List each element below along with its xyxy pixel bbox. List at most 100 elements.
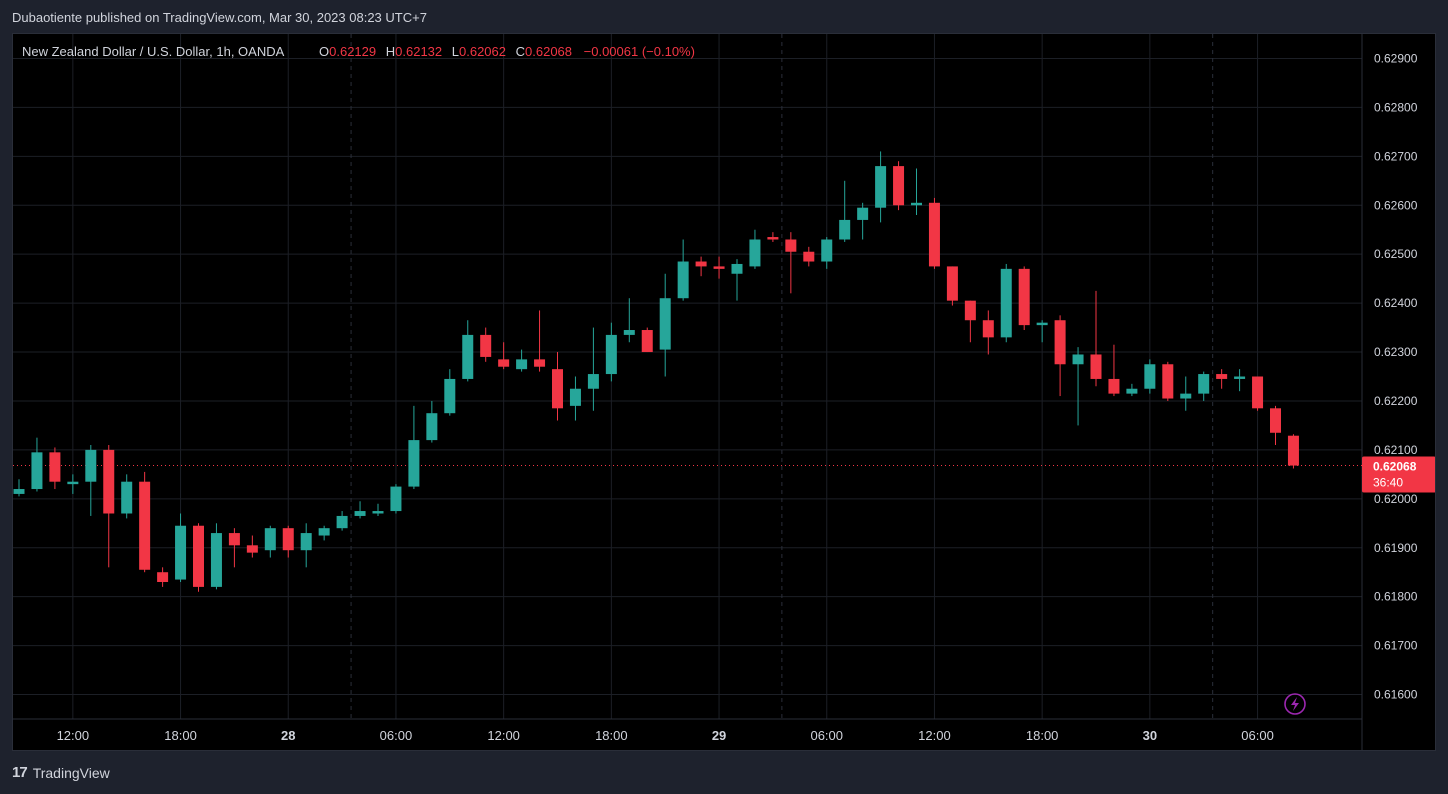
legend-symbol: New Zealand Dollar / U.S. Dollar, 1h, OA… xyxy=(22,44,285,59)
candle-body xyxy=(946,266,958,301)
candle-body xyxy=(480,334,492,357)
candle xyxy=(1108,344,1120,397)
candle-body xyxy=(534,359,546,367)
candle xyxy=(982,310,994,355)
candle xyxy=(1144,359,1156,394)
candlestick-chart[interactable]: 0.62900 0.62800 0.62700 0.62600 0.62500 0.624… xyxy=(13,34,1436,750)
candle-body xyxy=(552,369,563,409)
legend-c-value: 0.62068 xyxy=(525,44,572,59)
candle-body xyxy=(1018,268,1030,326)
candle-body xyxy=(785,239,797,252)
published-caption: Dubaotiente published on TradingView.com… xyxy=(12,10,427,25)
lightning-icon[interactable] xyxy=(1284,693,1306,715)
candles xyxy=(13,151,1299,592)
candle-body xyxy=(462,334,474,379)
candle-body xyxy=(85,449,97,482)
legend-l-value: 0.62062 xyxy=(459,44,506,59)
candle xyxy=(875,151,887,223)
candle-body xyxy=(1234,376,1246,379)
last-price-tag: 0.62068 36:40 xyxy=(1362,456,1436,493)
legend-h-label: H xyxy=(386,44,395,59)
candle xyxy=(946,266,958,306)
legend-c-label: C xyxy=(516,44,525,59)
candle-body xyxy=(264,528,276,551)
time-tick-label: 29 xyxy=(712,728,726,743)
price-axis[interactable]: 0.62900 0.62800 0.62700 0.62600 0.62500 0.624… xyxy=(1374,51,1418,701)
candle xyxy=(1018,266,1030,331)
candle xyxy=(893,161,905,211)
time-tick-label: 30 xyxy=(1143,728,1157,743)
time-tick-label: 18:00 xyxy=(595,728,628,743)
candle xyxy=(210,523,222,590)
candle xyxy=(157,567,169,587)
candle-body xyxy=(139,481,151,570)
candle xyxy=(839,180,851,242)
candle-body xyxy=(964,300,976,321)
candle xyxy=(408,405,420,490)
candle-body xyxy=(1252,376,1264,409)
candle xyxy=(964,300,976,343)
candle-body xyxy=(1108,378,1120,394)
candle-body xyxy=(498,359,510,367)
price-tick-label: 0.61700 xyxy=(1374,639,1418,653)
candle xyxy=(13,479,25,497)
candle xyxy=(1036,320,1048,343)
price-tick-label: 0.62300 xyxy=(1374,345,1418,359)
candle xyxy=(1180,376,1192,411)
candle xyxy=(318,525,330,541)
legend-l-label: L xyxy=(452,44,459,59)
candle-body xyxy=(354,511,366,516)
candle xyxy=(175,513,187,582)
chart-panel[interactable]: 0.62900 0.62800 0.62700 0.62600 0.62500 0.624… xyxy=(12,33,1436,751)
candle xyxy=(1270,405,1281,445)
candle-body xyxy=(839,219,851,240)
candle-body xyxy=(193,525,204,587)
candle-body xyxy=(300,533,312,551)
time-tick-label: 12:00 xyxy=(487,728,520,743)
candle xyxy=(911,168,922,216)
candle-body xyxy=(1126,388,1138,394)
candle-body xyxy=(1000,268,1012,338)
candle-body xyxy=(982,320,994,338)
candle xyxy=(444,369,456,416)
candle-body xyxy=(444,378,456,414)
candle-body xyxy=(911,202,922,206)
session-separators xyxy=(350,34,1214,719)
last-price-tag-bg xyxy=(1362,456,1436,493)
candle xyxy=(641,327,653,353)
candle xyxy=(193,523,204,592)
candle-body xyxy=(282,528,294,551)
candle-body xyxy=(803,251,815,262)
candle xyxy=(426,400,438,443)
time-tick-label: 06:00 xyxy=(810,728,843,743)
candle xyxy=(587,327,599,411)
tradingview-logo-icon[interactable]: 17 xyxy=(12,764,28,781)
time-axis[interactable]: 12:00 18:00 28 06:00 12:00 18:00 29 06:00 12:00 1… xyxy=(57,728,1274,743)
time-tick-label: 12:00 xyxy=(918,728,951,743)
candle-body xyxy=(1036,322,1048,326)
candle xyxy=(695,256,707,277)
candle-body xyxy=(103,449,115,514)
candle-body xyxy=(767,237,779,240)
footer-brand[interactable]: TradingView xyxy=(32,764,110,781)
candle-body xyxy=(1054,320,1066,365)
candle-body xyxy=(857,207,869,220)
candle xyxy=(569,376,581,421)
candle-body xyxy=(1180,393,1192,399)
candle xyxy=(1090,290,1102,387)
candle-body xyxy=(1162,364,1174,399)
candle-body xyxy=(1144,364,1156,389)
candle xyxy=(1000,263,1012,343)
price-tick-label: 0.62900 xyxy=(1374,51,1418,65)
price-tick-label: 0.61800 xyxy=(1374,590,1418,604)
candle xyxy=(372,503,384,516)
candle xyxy=(785,232,797,294)
candle-body xyxy=(677,261,689,299)
candle-body xyxy=(1216,374,1228,379)
price-tick-label: 0.62000 xyxy=(1374,492,1418,506)
candle xyxy=(121,474,133,519)
time-tick-label: 12:00 xyxy=(57,728,90,743)
candle xyxy=(1072,347,1084,426)
candle xyxy=(139,471,151,573)
candle xyxy=(803,246,815,267)
